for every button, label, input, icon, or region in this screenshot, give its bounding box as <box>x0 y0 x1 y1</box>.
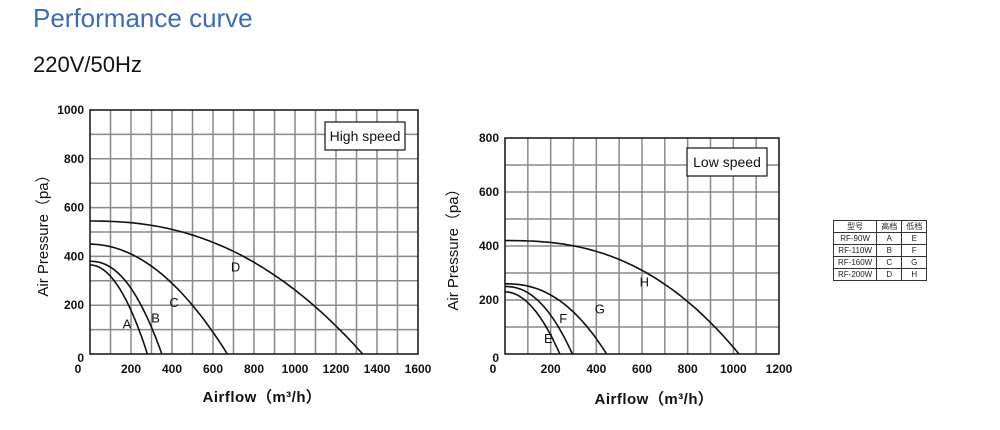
model-spec-table: 型号 高档 低档 RF-90W A E RF-110W B F RF-160W … <box>832 220 928 281</box>
high-speed-y-tick-label: 600 <box>64 201 84 215</box>
low-speed-curve-g <box>505 282 608 355</box>
low-speed-x-tick-label: 600 <box>632 362 652 376</box>
spec-table-header-row: 型号 高档 低档 <box>832 220 928 233</box>
high-speed-x-tick-label: 1400 <box>364 362 391 376</box>
low-speed-curve-h <box>505 239 740 355</box>
spec-cell: RF-110W <box>832 244 878 257</box>
low-speed-x-tick-label: 1200 <box>766 362 793 376</box>
low-speed-y-tick-label: 600 <box>479 185 499 199</box>
spec-header-model: 型号 <box>832 220 878 233</box>
low-speed-curve-f <box>505 285 574 355</box>
low-speed-curve-label-g: G <box>595 301 605 316</box>
high-speed-curve-d <box>90 220 364 355</box>
table-row: RF-110W B F <box>832 244 928 257</box>
spec-header-low: 低档 <box>901 220 928 233</box>
low-speed-x-tick-label: 200 <box>541 362 561 376</box>
high-speed-x-tick-label: 800 <box>244 362 264 376</box>
high-speed-y-tick-label: 1000 <box>57 103 84 117</box>
high-speed-x-tick-label: 1000 <box>282 362 309 376</box>
low-speed-badge-box <box>686 147 768 177</box>
spec-cell: C <box>876 256 903 269</box>
high-speed-y-tick-label: 0 <box>77 351 84 365</box>
low-speed-y-tick-label: 0 <box>492 351 499 365</box>
low-speed-plot-frame <box>504 137 780 355</box>
spec-cell: G <box>901 256 928 269</box>
page-title: Performance curve <box>33 3 253 33</box>
high-speed-curve-b <box>90 260 163 355</box>
high-speed-curve-label-b: B <box>151 311 160 326</box>
page-subtitle: 220V/50Hz <box>33 52 142 77</box>
low-speed-curve-label-e: E <box>544 331 553 346</box>
low-speed-x-tick-label: 800 <box>678 362 698 376</box>
high-speed-curve-label-d: D <box>231 259 240 274</box>
spec-cell: F <box>901 244 928 257</box>
high-speed-badge-label: High speed <box>330 128 401 144</box>
low-speed-y-tick-label: 200 <box>479 293 499 307</box>
spec-cell: A <box>876 232 903 245</box>
spec-cell: D <box>876 268 903 281</box>
spec-cell: RF-90W <box>832 232 878 245</box>
table-row: RF-160W C G <box>832 256 928 269</box>
high-speed-badge-box <box>324 121 406 151</box>
high-speed-x-tick-label: 400 <box>162 362 182 376</box>
table-row: RF-200W D H <box>832 268 928 281</box>
high-speed-y-tick-label: 800 <box>64 152 84 166</box>
table-row: RF-90W A E <box>832 232 928 245</box>
low-speed-curve-e <box>505 291 561 355</box>
spec-header-high: 高档 <box>876 220 903 233</box>
high-speed-plot-frame <box>89 109 419 355</box>
low-speed-y-axis-label: Air Pressure（pa） <box>445 181 462 310</box>
high-speed-curve-c <box>90 243 228 355</box>
high-speed-curve-label-c: C <box>169 295 178 310</box>
high-speed-y-axis-label: Air Pressure（pa） <box>35 167 52 296</box>
low-speed-y-tick-label: 400 <box>479 239 499 253</box>
high-speed-x-tick-label: 0 <box>75 362 82 376</box>
low-speed-y-tick-label: 800 <box>479 131 499 145</box>
spec-cell: H <box>901 268 928 281</box>
low-speed-badge-label: Low speed <box>693 154 761 170</box>
spec-cell: B <box>876 244 903 257</box>
high-speed-y-tick-label: 200 <box>64 298 84 312</box>
high-speed-x-tick-label: 600 <box>203 362 223 376</box>
high-speed-x-tick-label: 1600 <box>405 362 432 376</box>
high-speed-curve-a <box>89 264 149 355</box>
spec-cell: RF-200W <box>832 268 878 281</box>
high-speed-x-tick-label: 200 <box>121 362 141 376</box>
low-speed-curve-label-h: H <box>640 274 649 289</box>
spec-cell: E <box>901 232 928 245</box>
low-speed-x-tick-label: 0 <box>490 362 497 376</box>
high-speed-x-axis-label: Airflow（m³/h） <box>203 388 322 406</box>
high-speed-x-tick-label: 1200 <box>323 362 350 376</box>
low-speed-x-tick-label: 1000 <box>720 362 747 376</box>
low-speed-x-tick-label: 400 <box>586 362 606 376</box>
low-speed-x-axis-label: Airflow（m³/h） <box>595 390 714 408</box>
high-speed-curve-label-a: A <box>123 317 132 332</box>
high-speed-y-tick-label: 400 <box>64 249 84 263</box>
low-speed-curve-label-f: F <box>559 311 567 326</box>
spec-cell: RF-160W <box>832 256 878 269</box>
